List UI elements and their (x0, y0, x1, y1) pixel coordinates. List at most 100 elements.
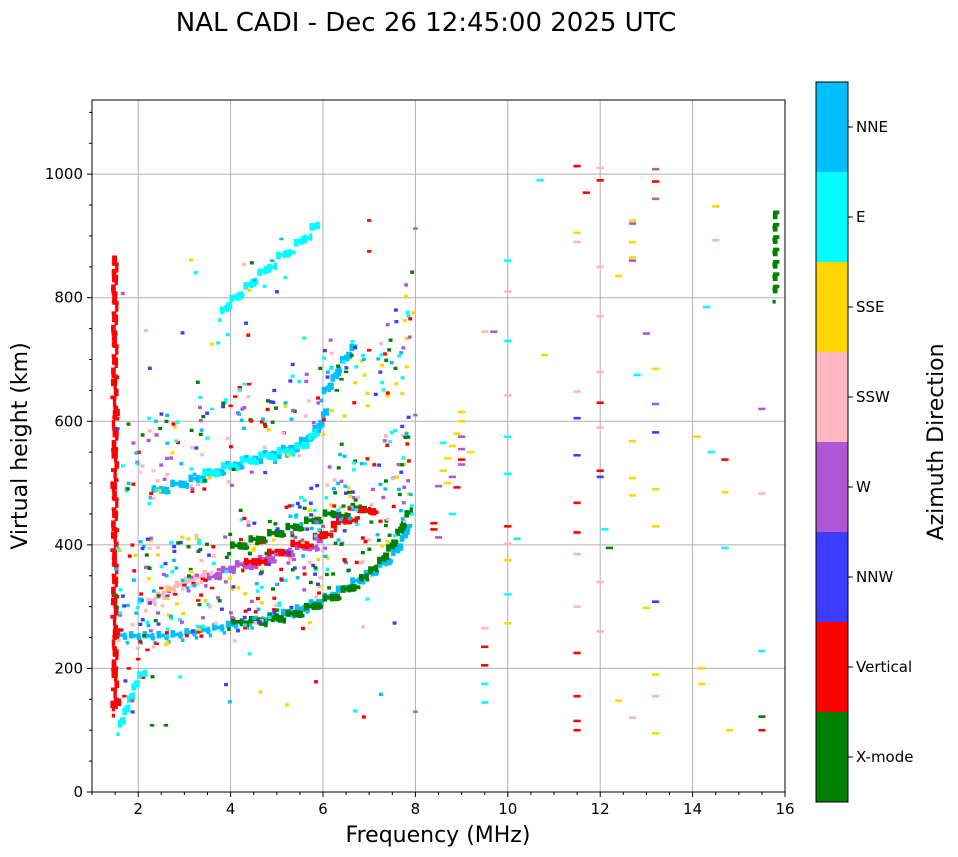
echo-point (186, 545, 191, 549)
echo-point (291, 525, 297, 530)
echo-point (270, 420, 275, 424)
echo-point (287, 504, 292, 508)
echo-point (194, 536, 199, 541)
echo-point (110, 378, 118, 387)
echo-point (181, 638, 185, 643)
echo-point (322, 348, 327, 353)
echo-point (233, 463, 239, 471)
echo-point (448, 444, 456, 448)
echo-point (582, 191, 590, 194)
echo-point (264, 559, 268, 564)
echo-point (134, 611, 139, 615)
echo-point (118, 613, 123, 617)
echo-point (159, 463, 164, 467)
azimuth-colorbar: X-mode Vertical NNW W SSW SSE E NNE (815, 81, 913, 803)
echo-point (400, 424, 405, 429)
echo-point (288, 550, 294, 558)
echo-point (209, 407, 215, 411)
echo-point (190, 584, 194, 588)
echo-point (573, 651, 581, 655)
echo-point (413, 227, 418, 230)
echo-point (304, 436, 310, 441)
echo-point (387, 544, 394, 549)
echo-point (115, 436, 119, 441)
echo-point (239, 418, 244, 422)
echo-point (301, 554, 306, 558)
x-tick-label: 14 (683, 800, 702, 818)
echo-point (381, 495, 386, 500)
echo-point (199, 580, 203, 585)
echo-point (320, 548, 325, 553)
x-tick-label: 2 (133, 800, 143, 818)
echo-point (309, 526, 314, 531)
echo-point (652, 694, 660, 698)
echo-point (111, 707, 116, 712)
echo-point (224, 682, 228, 687)
echo-point (325, 375, 330, 379)
echo-point (396, 462, 401, 467)
echo-point (120, 594, 125, 598)
echo-point (174, 439, 179, 443)
echo-point (405, 510, 413, 515)
echo-point (115, 427, 120, 431)
echo-point (363, 574, 369, 579)
echo-point (211, 469, 218, 477)
echo-point (295, 576, 300, 580)
echo-point (259, 458, 264, 462)
echo-point (172, 584, 177, 593)
echo-point (354, 560, 359, 565)
echo-point (325, 567, 330, 572)
echo-point (698, 667, 706, 670)
echo-point (115, 265, 119, 273)
echo-point (346, 568, 351, 572)
echo-point (279, 237, 284, 241)
echo-point (272, 596, 277, 600)
echo-point (652, 673, 660, 676)
echo-point (246, 333, 251, 337)
echo-point (154, 433, 159, 437)
echo-point (365, 597, 370, 601)
echo-point (126, 422, 131, 426)
echo-point (228, 532, 233, 537)
echo-point (202, 468, 207, 476)
echo-point (115, 698, 121, 703)
echo-point (119, 628, 124, 632)
echo-point (481, 682, 489, 686)
echo-point (299, 522, 304, 526)
echo-point (219, 468, 225, 477)
echo-point (145, 537, 150, 541)
echo-point (260, 417, 265, 421)
echo-point (284, 250, 291, 258)
echo-point (628, 476, 637, 480)
echo-point (258, 620, 262, 624)
echo-point (298, 524, 303, 532)
echo-point (353, 381, 358, 385)
echo-point (242, 458, 249, 463)
echo-point (382, 560, 388, 565)
echo-point (115, 546, 120, 550)
echo-point (596, 166, 604, 170)
echo-point (130, 623, 135, 627)
echo-point (772, 287, 776, 292)
echo-point (259, 540, 263, 545)
echo-point (266, 529, 272, 537)
echo-point (114, 321, 118, 326)
echo-point (211, 623, 217, 631)
echo-point (215, 625, 222, 630)
echo-point (304, 541, 310, 549)
echo-point (114, 375, 120, 380)
echo-point (279, 578, 284, 582)
echo-point (652, 197, 660, 201)
echo-point (167, 588, 172, 592)
echo-point (175, 602, 180, 606)
echo-point (136, 635, 142, 640)
echo-point (215, 469, 220, 478)
echo-point (112, 490, 117, 498)
plot-frame (91, 99, 786, 793)
echo-point (693, 435, 701, 439)
echo-point (193, 271, 198, 275)
echo-point (536, 179, 544, 182)
echo-point (197, 627, 202, 632)
echo-point (339, 377, 344, 381)
echo-point (335, 585, 341, 593)
